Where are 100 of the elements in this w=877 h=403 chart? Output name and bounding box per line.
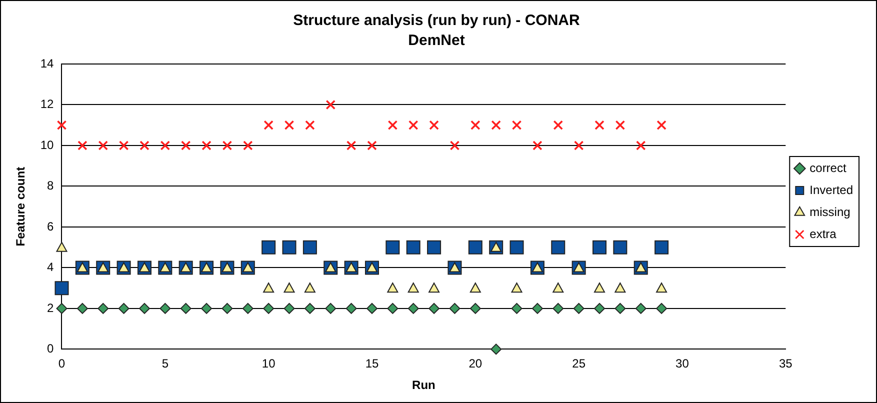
point: [553, 120, 564, 130]
point: [262, 240, 276, 254]
x-tick-label: 0: [58, 356, 66, 371]
point: [594, 302, 605, 314]
y-tick-label: 0: [47, 342, 54, 356]
point: [656, 120, 666, 130]
point: [242, 140, 253, 150]
point: [450, 140, 460, 150]
point: [76, 302, 88, 314]
point: [387, 282, 398, 293]
point: [552, 302, 564, 314]
point: [408, 302, 419, 314]
point: [613, 240, 628, 254]
point: [449, 262, 460, 272]
point: [427, 240, 442, 254]
point: [408, 282, 419, 293]
legend-label: missing: [810, 204, 850, 219]
point: [510, 240, 524, 254]
point: [138, 262, 150, 272]
point: [635, 262, 646, 272]
point: [532, 262, 543, 272]
chart-title: Structure analysis (run by run) - CONAR: [293, 12, 580, 30]
point: [408, 120, 418, 130]
point: [180, 302, 192, 314]
x-tick-label: 35: [778, 356, 793, 371]
point: [305, 120, 315, 130]
point: [180, 140, 191, 150]
point: [263, 302, 274, 314]
x-tick-label: 30: [676, 356, 690, 371]
point: [304, 282, 316, 293]
point: [56, 120, 67, 130]
point: [201, 302, 212, 314]
y-tick-label: 4: [47, 260, 54, 274]
point: [636, 140, 646, 150]
point: [264, 120, 274, 130]
point: [387, 302, 398, 314]
point: [511, 302, 522, 314]
point: [512, 120, 522, 130]
point: [346, 262, 357, 272]
legend-label: Inverted: [810, 182, 853, 197]
point: [388, 120, 398, 130]
point: [54, 281, 69, 296]
x-axis-title: Run: [412, 378, 436, 392]
point: [160, 302, 171, 314]
point: [56, 242, 68, 252]
point: [428, 282, 440, 293]
point: [470, 120, 480, 130]
point: [429, 120, 439, 130]
point: [160, 262, 171, 272]
point: [242, 302, 254, 314]
x-tick-label: 15: [365, 356, 379, 371]
point: [614, 282, 626, 293]
point: [284, 302, 295, 314]
legend-label: extra: [810, 226, 837, 241]
point: [346, 140, 356, 150]
point: [615, 120, 626, 130]
point: [551, 240, 566, 254]
point: [140, 140, 150, 150]
y-tick-label: 12: [40, 97, 54, 112]
point: [367, 140, 377, 150]
point: [592, 240, 606, 254]
point: [468, 240, 482, 254]
point: [76, 262, 88, 272]
point: [222, 140, 232, 150]
x-tick-label: 25: [572, 356, 586, 371]
point: [98, 140, 108, 150]
point: [325, 302, 336, 314]
point: [614, 302, 626, 314]
y-axis-title: Feature count: [14, 166, 28, 246]
point: [302, 240, 317, 254]
point: [594, 282, 605, 293]
point: [222, 302, 233, 314]
y-tick-label: 14: [40, 56, 54, 70]
point: [470, 302, 481, 314]
point: [118, 262, 130, 272]
point: [366, 302, 378, 314]
point: [138, 302, 150, 314]
point: [386, 240, 400, 254]
point: [511, 282, 522, 293]
point: [326, 100, 336, 110]
x-tick-label: 5: [162, 356, 169, 371]
point: [304, 302, 316, 314]
point: [654, 240, 669, 254]
point: [366, 262, 378, 272]
point: [118, 302, 130, 314]
point: [573, 302, 584, 314]
y-tick-label: 2: [47, 300, 54, 315]
point: [470, 282, 481, 293]
point: [201, 262, 212, 272]
point: [406, 240, 420, 254]
point: [78, 140, 88, 150]
point: [118, 140, 129, 150]
point: [573, 262, 584, 272]
point: [98, 262, 109, 272]
point: [282, 240, 296, 254]
y-tick-label: 6: [47, 219, 54, 234]
point: [574, 140, 584, 150]
point: [242, 262, 254, 272]
point: [532, 302, 543, 314]
x-tick-label: 10: [262, 356, 276, 371]
